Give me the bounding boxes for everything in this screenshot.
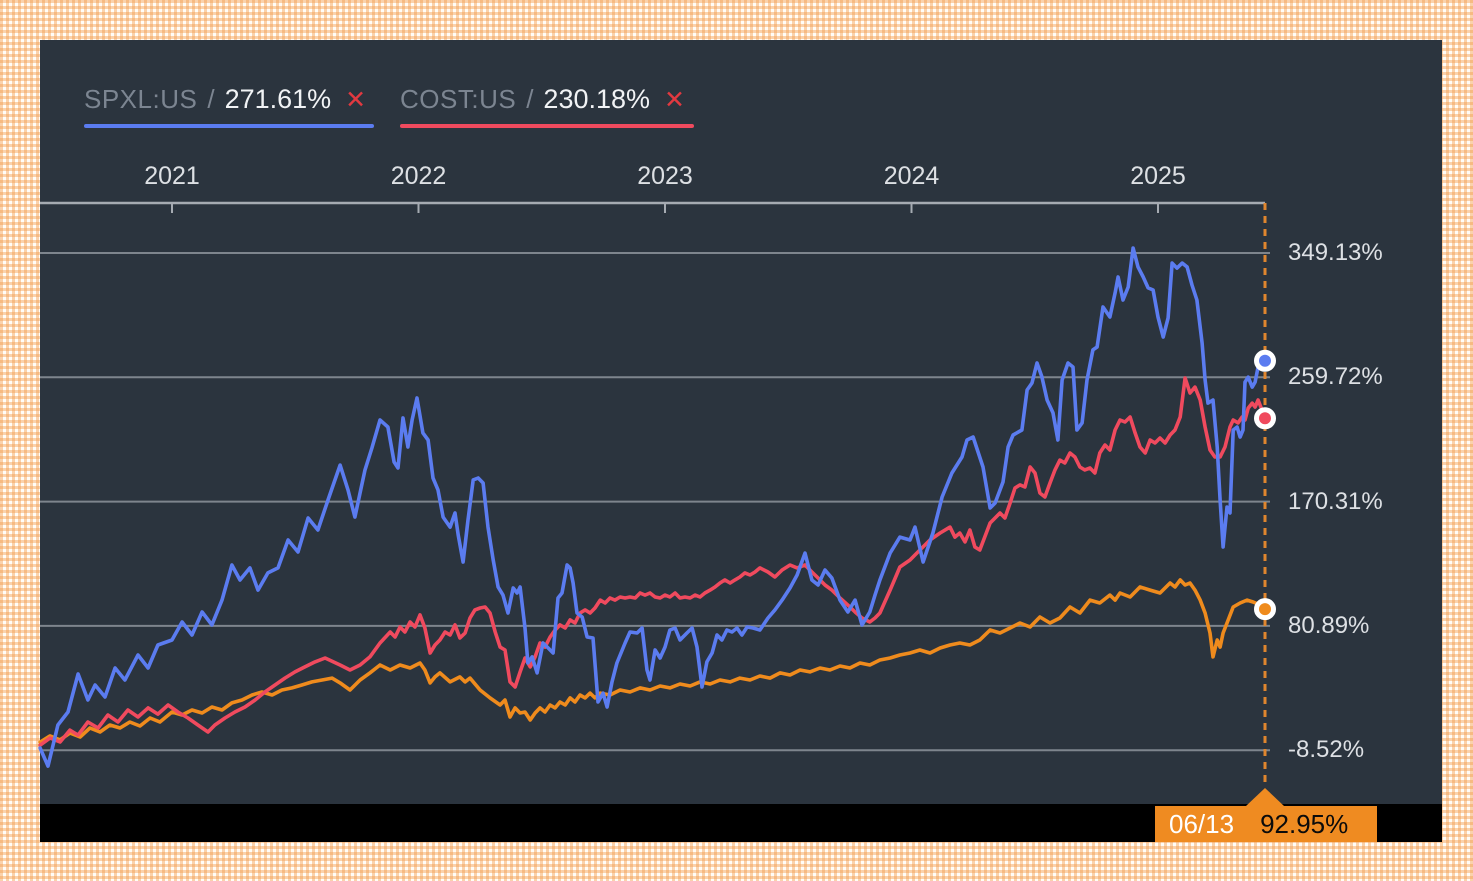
series-line-spxl (38, 246, 1267, 768)
x-axis-label: 2024 (883, 162, 940, 190)
y-axis-label: -8.52% (1288, 736, 1365, 764)
legend-close-cost-button[interactable]: ✕ (664, 86, 685, 114)
callout-date: 06/13 (1169, 809, 1235, 839)
callout-value: 92.95% (1260, 809, 1349, 839)
y-axis-label: 259.72% (1288, 363, 1383, 391)
y-axis-label: 170.31% (1288, 487, 1383, 515)
y-axis-label: 80.89% (1288, 611, 1370, 639)
legend-separator: / (207, 84, 215, 114)
legend-underline (400, 124, 694, 128)
marker-spxl (1254, 349, 1276, 372)
legend-text: SPXL:US / 271.61% ✕ (84, 84, 374, 115)
marker-benchmark (1254, 598, 1276, 621)
x-axis-label: 2022 (390, 162, 447, 190)
series-line-benchmark (38, 578, 1267, 744)
legend-ticker: COST:US (400, 84, 517, 114)
x-axis-label: 2025 (1130, 162, 1186, 190)
legend-ticker: SPXL:US (84, 84, 198, 114)
callout-arrow-icon (1246, 788, 1284, 806)
legend-text: COST:US / 230.18% ✕ (400, 84, 694, 115)
marker-cost (1254, 407, 1276, 430)
crosshair-callout: 06/13 92.95% (1155, 788, 1377, 842)
x-axis-label: 2021 (144, 162, 200, 190)
legend-value: 271.61% (224, 84, 332, 114)
legend-separator: / (526, 84, 534, 114)
y-axis-label: 349.13% (1288, 239, 1383, 266)
legend-item-cost[interactable]: COST:US / 230.18% ✕ (400, 84, 694, 128)
series-line-cost (38, 376, 1267, 747)
legend-underline (84, 124, 374, 128)
legend-value: 230.18% (543, 84, 651, 114)
x-axis-label: 2023 (637, 162, 693, 190)
legend-item-spxl[interactable]: SPXL:US / 271.61% ✕ (84, 84, 374, 128)
legend-close-spxl-button[interactable]: ✕ (345, 86, 367, 114)
